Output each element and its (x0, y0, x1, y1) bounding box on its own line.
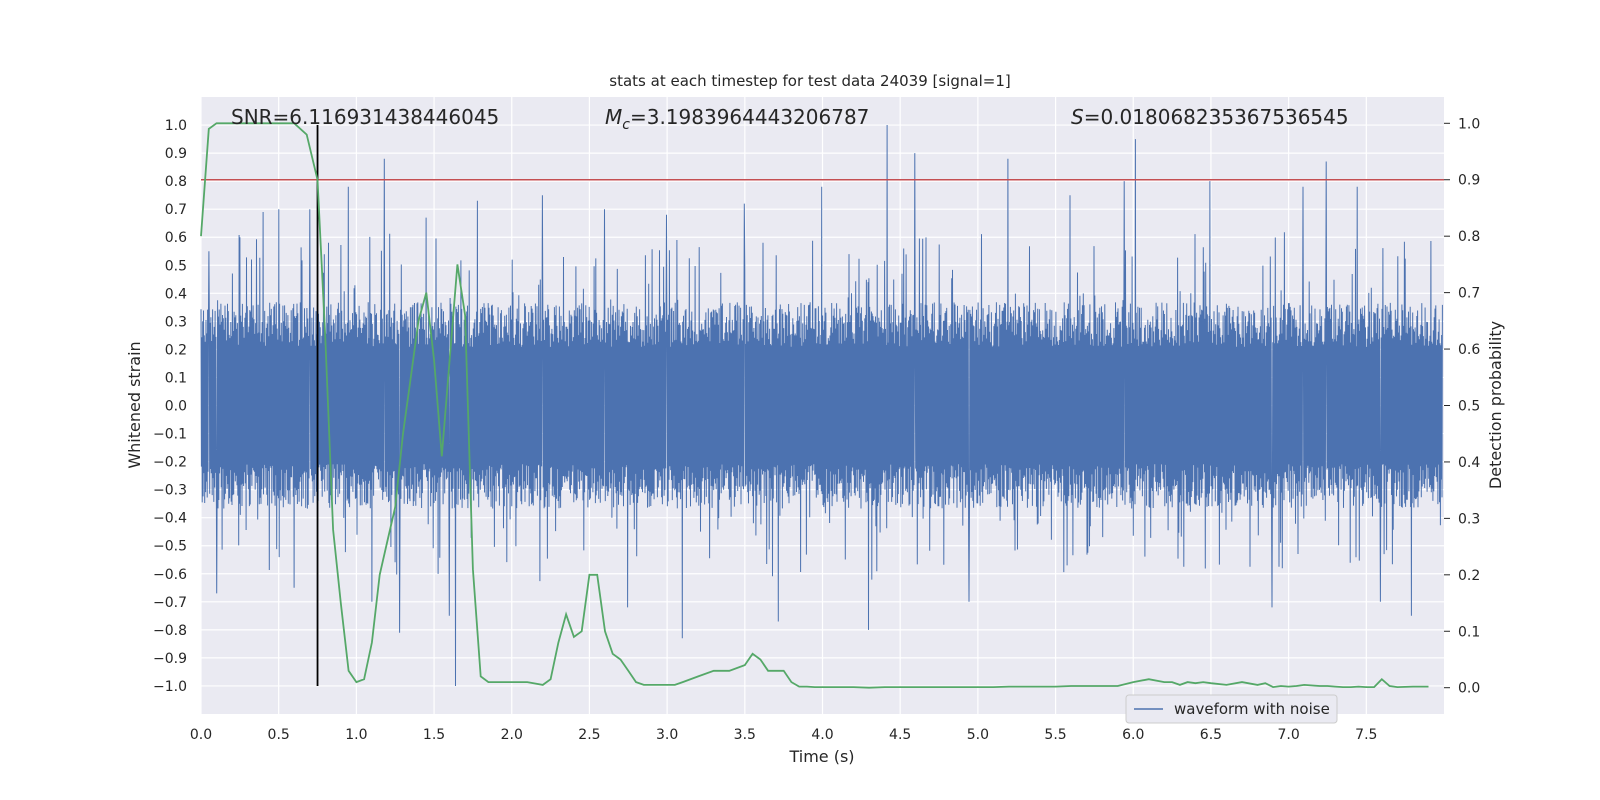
y-tick-label: 0.0 (165, 399, 187, 415)
plot-area (200, 97, 1444, 714)
mc-symbol: M (605, 105, 622, 129)
y-tick-label: −0.7 (153, 595, 187, 611)
y-tick-label: −0.3 (153, 483, 187, 499)
y2-tick-label: 0.8 (1458, 229, 1480, 245)
y-tick-label: −0.9 (153, 651, 187, 667)
s-value: =0.018068235367536545 (1084, 105, 1349, 129)
y-tick-label: 0.9 (165, 146, 187, 162)
x-tick-label: 5.5 (1044, 727, 1066, 743)
y-tick-label: −1.0 (153, 679, 187, 695)
y2-tick-label: 0.7 (1458, 286, 1480, 302)
x-tick-label: 2.0 (501, 727, 523, 743)
y2-tick-label: 0.6 (1458, 342, 1480, 358)
x-tick-label: 0.5 (268, 727, 290, 743)
y-tick-label: −0.1 (153, 427, 187, 443)
x-tick-label: 1.5 (423, 727, 445, 743)
mc-value: =3.1983964443206787 (630, 105, 869, 129)
x-tick-label: 7.5 (1355, 727, 1377, 743)
y-tick-label: 0.1 (165, 370, 187, 386)
y2-tick-label: 0.0 (1458, 681, 1480, 697)
chirp-mass-annotation: Mc=3.1983964443206787 (605, 105, 869, 133)
chart-title: stats at each timestep for test data 240… (609, 72, 1010, 90)
y-tick-label: −0.4 (153, 511, 187, 527)
y-tick-label: 1.0 (165, 118, 187, 134)
x-tick-label: 4.5 (889, 727, 911, 743)
x-tick-label: 3.0 (656, 727, 678, 743)
y-axis-label: Whitened strain (125, 341, 144, 468)
x-tick-label: 5.0 (967, 727, 989, 743)
snr-annotation: SNR=6.116931438446045 (231, 105, 499, 129)
legend-label-waveform: waveform with noise (1174, 700, 1330, 718)
x-axis-ticks: 0.0 0.5 1.0 1.5 2.0 2.5 3.0 3.5 4.0 4.5 5.0 5.5 6.0 6… (190, 727, 1378, 743)
mc-subscript: c (622, 117, 630, 133)
overlay-lines (201, 125, 1444, 686)
s-symbol: S (1071, 105, 1084, 129)
y-tick-label: 0.6 (165, 230, 187, 246)
x-tick-label: 1.0 (345, 727, 367, 743)
y2-tick-label: 0.3 (1458, 511, 1480, 527)
probability-series (200, 122, 1429, 689)
y2-tick-label: 1.0 (1458, 116, 1480, 132)
y-tick-label: 0.8 (165, 174, 187, 190)
y2-axis-ticks: 1.0 0.9 0.8 0.7 0.6 0.5 0.4 0.3 0.2 0.1 0.0 (1444, 116, 1480, 697)
s-annotation: S=0.018068235367536545 (1071, 105, 1349, 129)
y-tick-label: −0.2 (153, 455, 187, 471)
y2-tick-label: 0.9 (1458, 173, 1480, 189)
y-tick-label: 0.5 (165, 258, 187, 274)
legend: waveform with noise (1125, 694, 1338, 724)
y-tick-label: −0.5 (153, 539, 187, 555)
y-tick-label: 0.3 (165, 314, 187, 330)
y-tick-label: −0.6 (153, 567, 187, 583)
y-tick-label: 0.4 (165, 286, 187, 302)
legend-box (1125, 694, 1338, 724)
waveform-line (200, 124, 1443, 687)
x-axis-label: Time (s) (788, 747, 854, 766)
y-tick-label: 0.2 (165, 342, 187, 358)
y2-axis-label: Detection probability (1486, 321, 1505, 489)
x-tick-label: 4.0 (811, 727, 833, 743)
y-tick-label: −0.8 (153, 623, 187, 639)
x-tick-label: 7.0 (1277, 727, 1299, 743)
x-tick-label: 6.5 (1200, 727, 1222, 743)
x-tick-label: 3.5 (734, 727, 756, 743)
probability-line (200, 122, 1429, 689)
waveform-series (200, 124, 1443, 687)
y2-tick-label: 0.5 (1458, 399, 1480, 415)
x-tick-label: 2.5 (578, 727, 600, 743)
y2-tick-label: 0.1 (1458, 624, 1480, 640)
y-tick-label: 0.7 (165, 202, 187, 218)
y2-tick-label: 0.2 (1458, 568, 1480, 584)
y2-tick-label: 0.4 (1458, 455, 1480, 471)
x-tick-label: 6.0 (1122, 727, 1144, 743)
x-tick-label: 0.0 (190, 727, 212, 743)
annotations: SNR=6.116931438446045 Mc=3.1983964443206… (231, 105, 1349, 133)
y-axis-ticks: 1.0 0.9 0.8 0.7 0.6 0.5 0.4 0.3 0.2 0.1 0.0 −0.1 −0.… (153, 118, 187, 695)
